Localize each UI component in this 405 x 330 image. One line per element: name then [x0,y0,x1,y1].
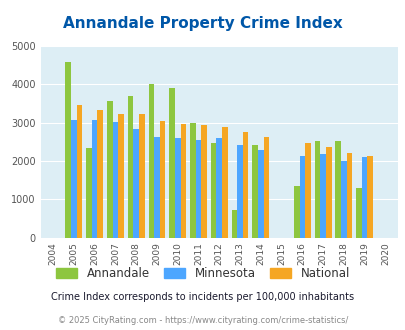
Bar [201,125,207,238]
Bar [175,139,180,238]
Bar [159,121,165,238]
Bar [293,185,299,238]
Bar [65,62,71,238]
Bar [92,120,97,238]
Bar [148,84,154,238]
Text: Crime Index corresponds to incidents per 100,000 inhabitants: Crime Index corresponds to incidents per… [51,292,354,302]
Bar [314,141,320,238]
Bar [335,141,340,238]
Bar [257,150,263,238]
Bar [118,114,124,238]
Bar [340,161,346,238]
Bar [133,128,139,238]
Bar [169,87,175,238]
Bar [299,156,305,238]
Bar [71,120,77,238]
Text: © 2025 CityRating.com - https://www.cityrating.com/crime-statistics/: © 2025 CityRating.com - https://www.city… [58,315,347,325]
Bar [112,122,118,238]
Bar [325,147,331,238]
Bar [367,156,372,238]
Bar [361,157,367,238]
Bar [263,137,269,238]
Bar [346,152,352,238]
Bar [107,101,112,238]
Bar [237,145,242,238]
Bar [139,114,144,238]
Bar [128,96,133,238]
Bar [242,132,248,238]
Bar [305,143,310,238]
Bar [180,124,185,238]
Bar [252,145,257,238]
Legend: Annandale, Minnesota, National: Annandale, Minnesota, National [52,263,353,283]
Bar [77,105,82,238]
Text: Annandale Property Crime Index: Annandale Property Crime Index [63,16,342,31]
Bar [154,137,159,238]
Bar [216,139,222,238]
Bar [190,123,195,238]
Bar [222,127,227,238]
Bar [355,188,361,238]
Bar [195,140,201,238]
Bar [231,210,237,238]
Bar [97,110,103,238]
Bar [210,143,216,238]
Bar [320,154,325,238]
Bar [86,148,92,238]
